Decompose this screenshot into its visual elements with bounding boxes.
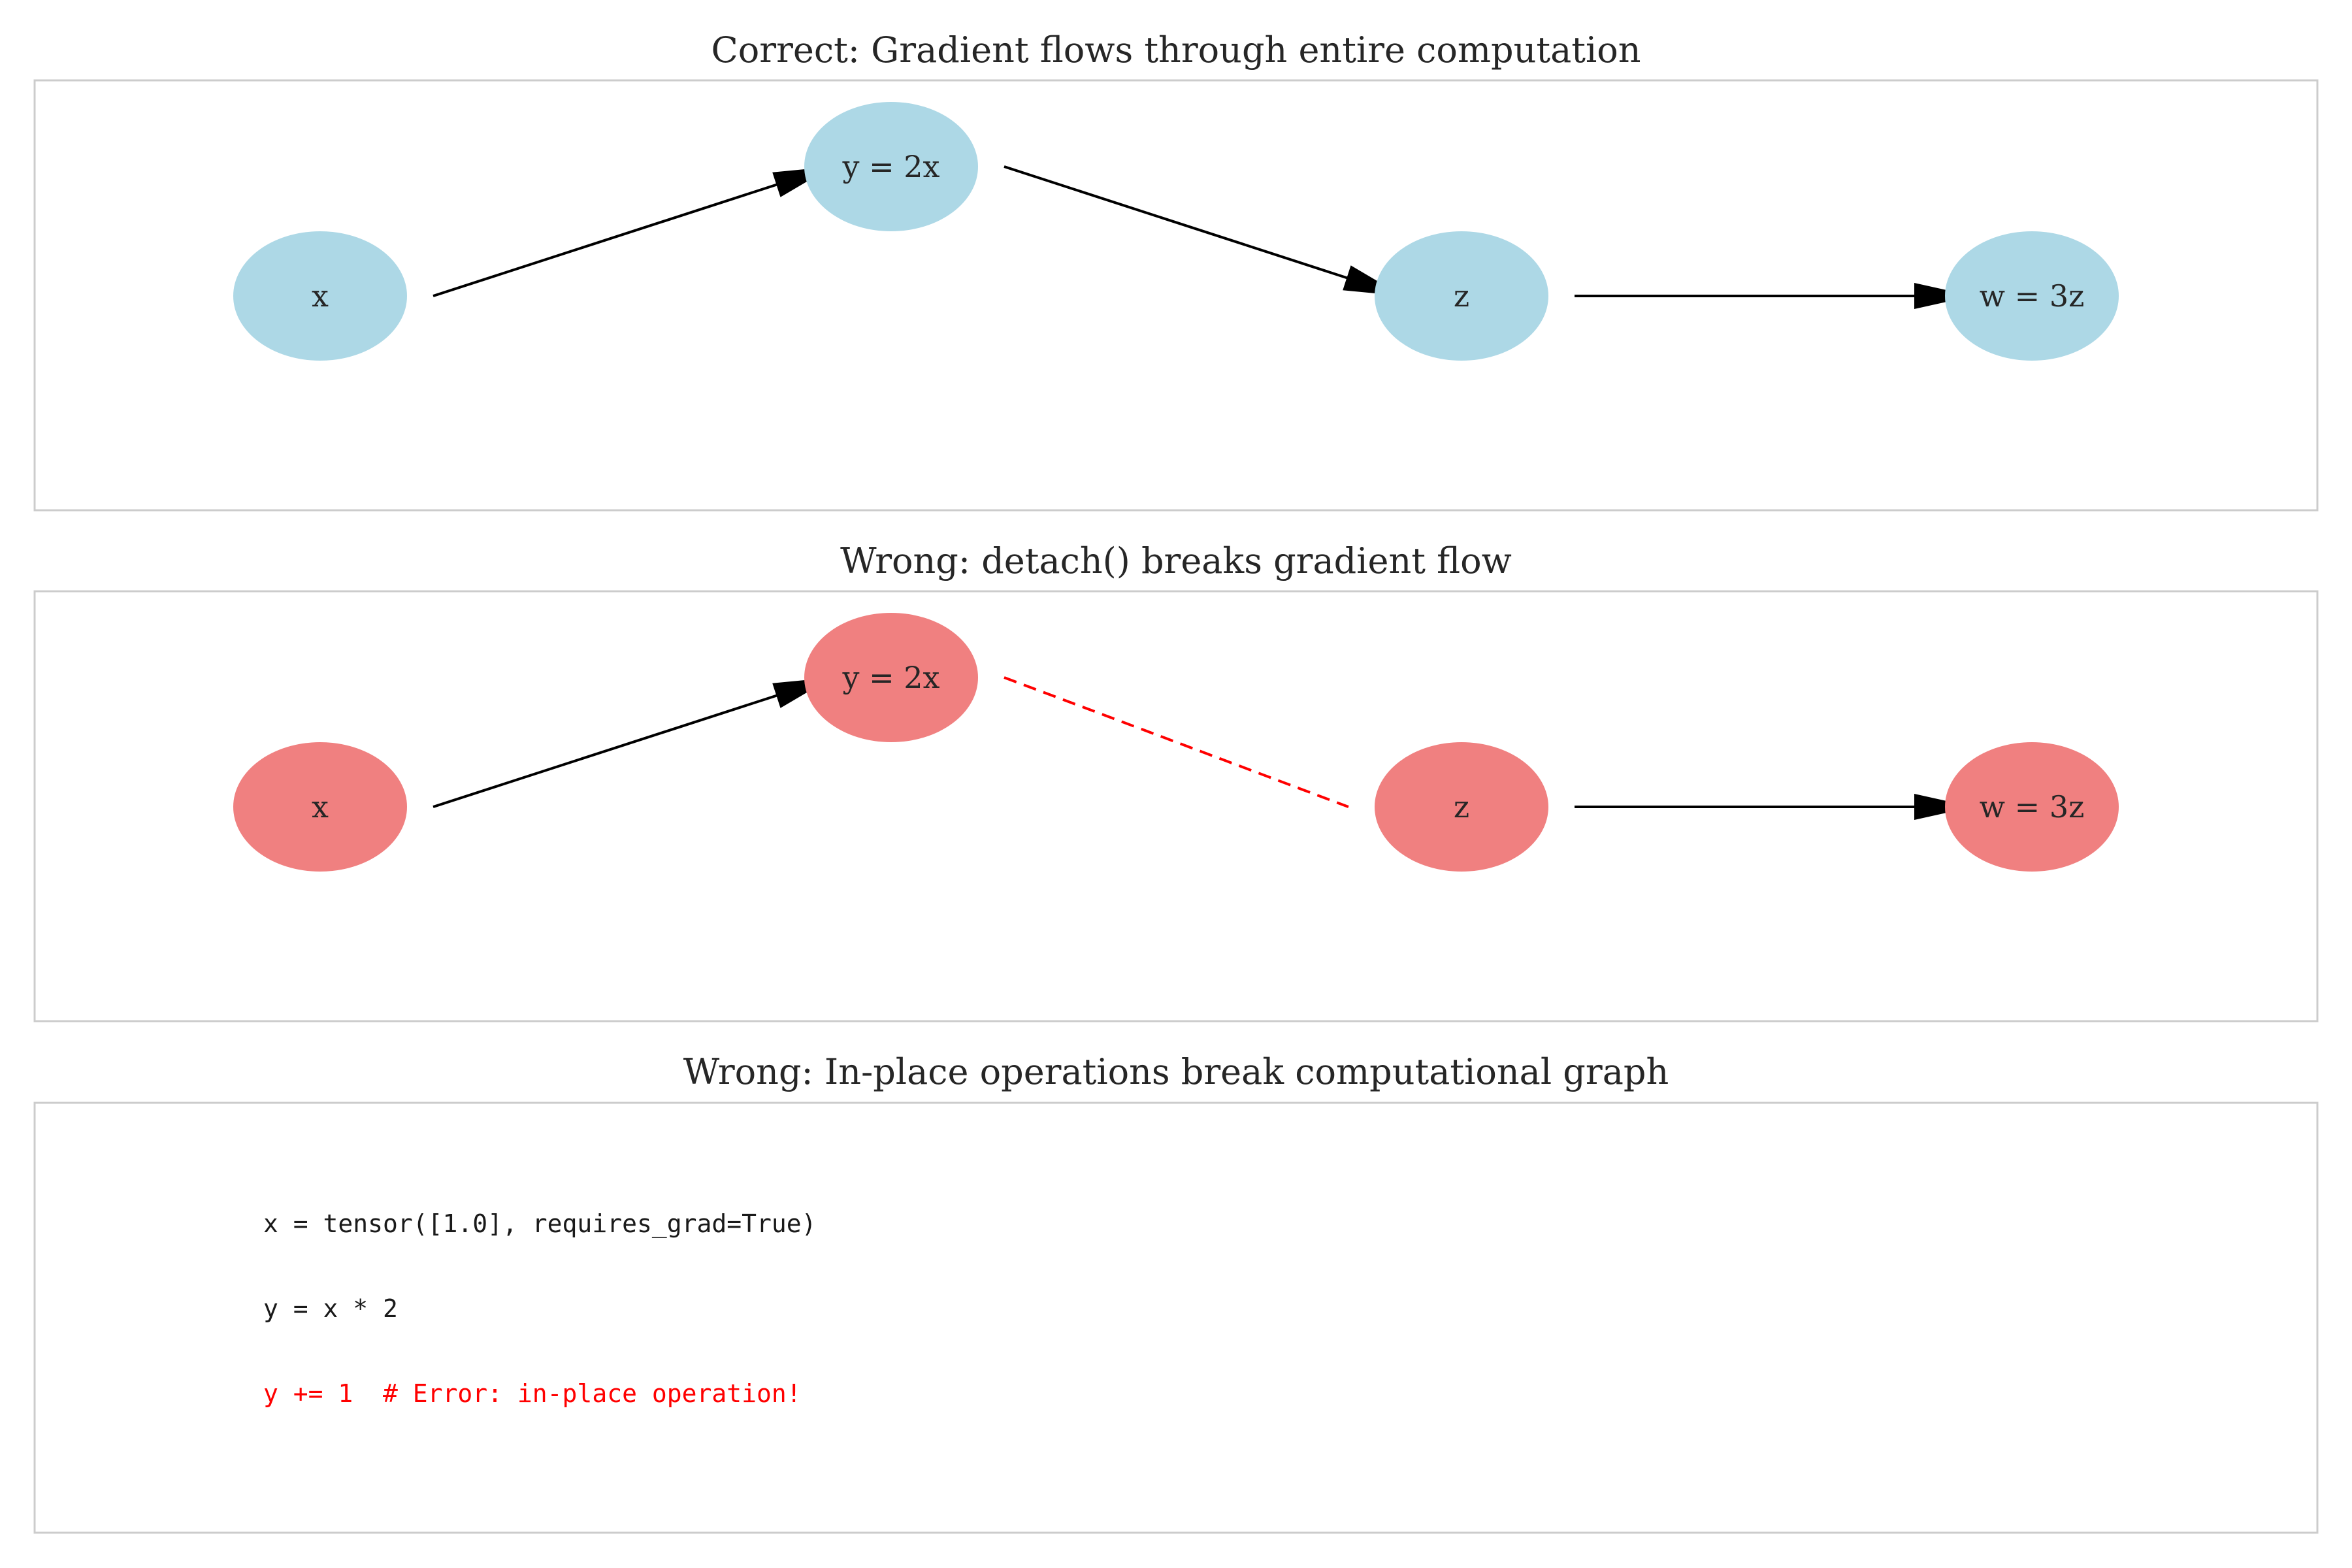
panel-correct-frame — [33, 79, 2319, 512]
node-x-shape — [233, 231, 407, 361]
code-line: y = x * 2 — [263, 1294, 398, 1323]
node-z-label: z — [1454, 789, 1469, 825]
node-y-2x-label: y = 2x — [842, 149, 940, 184]
node-z-label: z — [1454, 278, 1469, 314]
node-y-2x-shape — [804, 613, 978, 742]
node-z-shape — [1375, 742, 1548, 872]
node-x: x — [233, 742, 407, 872]
panel-detach: Wrong: detach() breaks gradient flow x y … — [33, 540, 2319, 1022]
node-y-2x: y = 2x — [804, 102, 978, 231]
node-x: x — [233, 231, 407, 361]
node-w-3z: w = 3z — [1945, 231, 2119, 361]
panel-inplace-frame — [33, 1102, 2319, 1534]
node-w-3z-label: w = 3z — [1980, 789, 2085, 825]
panel-detach-title: Wrong: detach() breaks gradient flow — [840, 540, 1512, 581]
node-y-2x: y = 2x — [804, 613, 978, 742]
panel-correct: Correct: Gradient flows through entire c… — [33, 29, 2319, 512]
edge-x-to-y-2x — [433, 165, 833, 297]
node-z: z — [1375, 742, 1548, 872]
node-w-3z-label: w = 3z — [1980, 278, 2085, 314]
node-z: z — [1375, 231, 1548, 361]
code-line-error: y += 1 # Error: in-place operation! — [263, 1379, 802, 1408]
node-w-3z-shape — [1945, 742, 2119, 872]
node-x-shape — [233, 742, 407, 872]
node-y-2x-label: y = 2x — [842, 660, 940, 695]
node-w-3z-shape — [1945, 231, 2119, 361]
node-x-label: x — [312, 278, 329, 314]
panel-inplace-title: Wrong: In-place operations break computa… — [683, 1051, 1669, 1092]
edge-y-2x-to-z — [1004, 165, 1403, 297]
panel-inplace: Wrong: In-place operations break computa… — [33, 1051, 2319, 1534]
node-z-shape — [1375, 231, 1548, 361]
node-w-3z: w = 3z — [1945, 742, 2119, 872]
panel-correct-title: Correct: Gradient flows through entire c… — [711, 29, 1641, 71]
panel-detach-frame — [33, 590, 2319, 1022]
node-y-2x-shape — [804, 102, 978, 231]
edge-x-to-y-2x — [433, 676, 833, 808]
code-line: x = tensor([1.0], requires_grad=True) — [263, 1209, 816, 1239]
broken-edge-y-2x-to-z — [1004, 676, 1349, 808]
node-x-label: x — [312, 789, 329, 825]
